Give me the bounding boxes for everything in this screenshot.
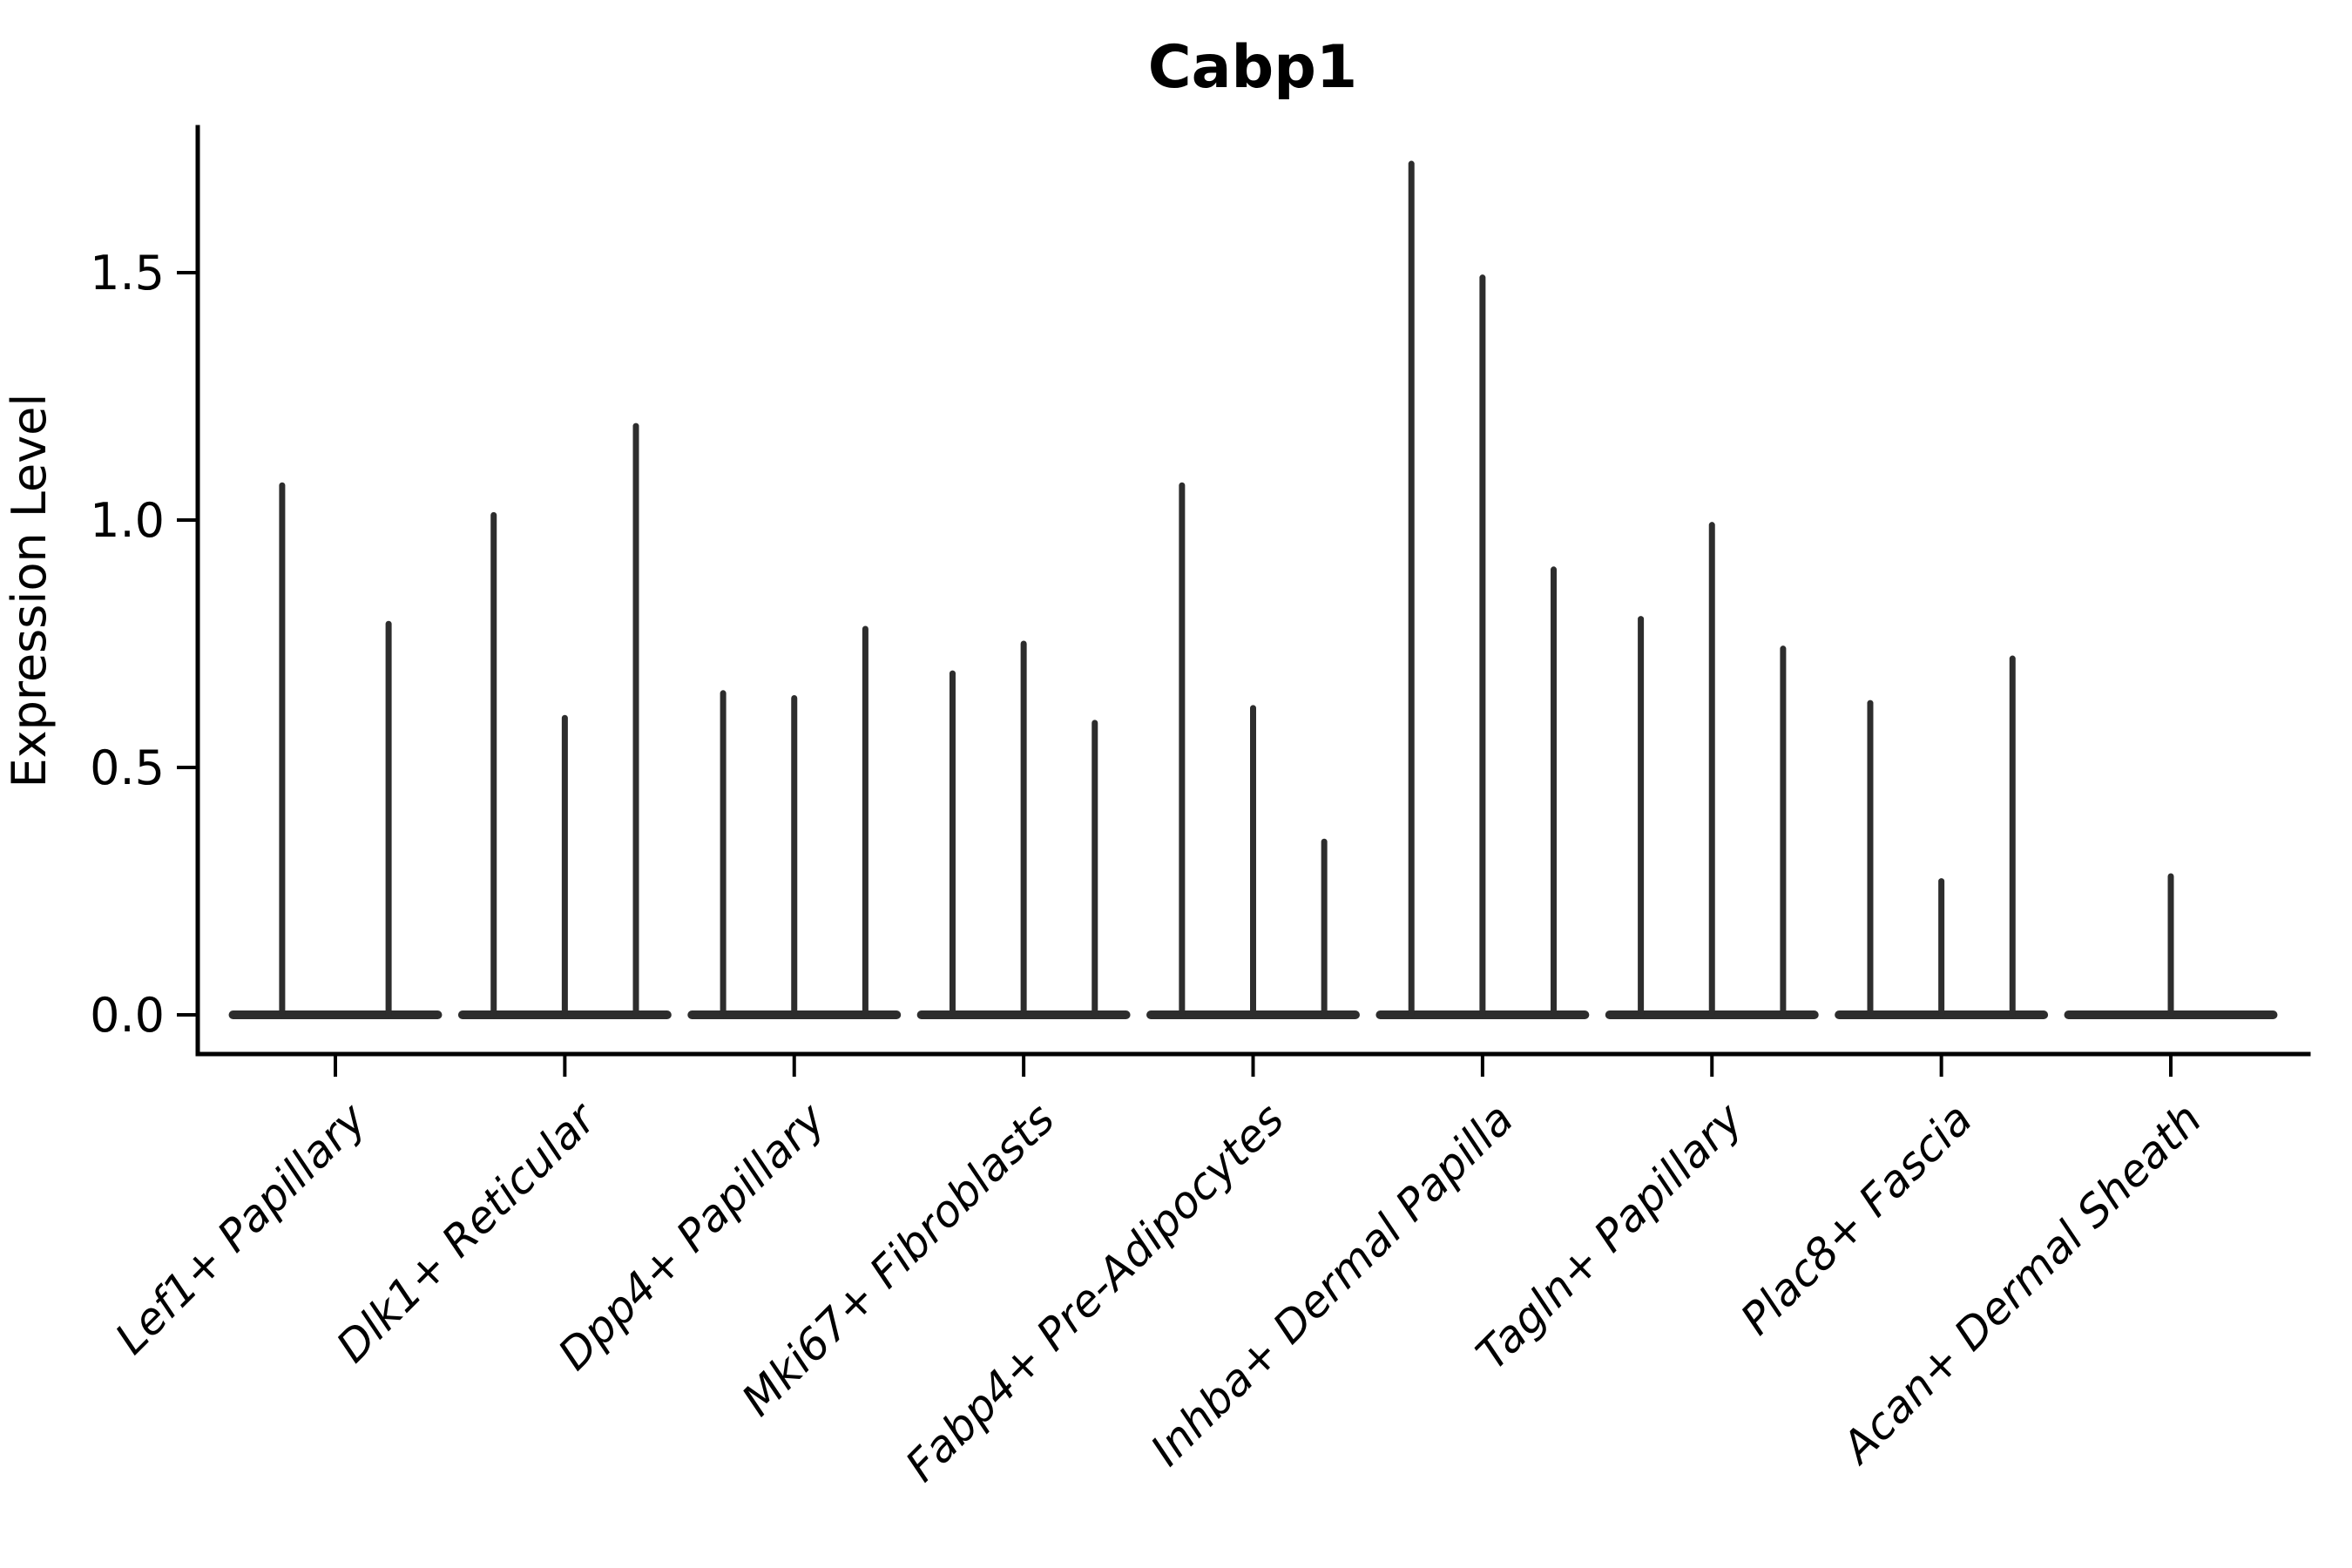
violin-group <box>2064 873 2278 1019</box>
violin-group <box>1835 655 2049 1019</box>
y-tick-label: 0.0 <box>90 988 165 1043</box>
y-axis-ticks: 0.0 0.5 1.0 1.5 <box>90 246 198 1043</box>
y-tick-label: 0.5 <box>90 740 165 795</box>
violin-group <box>1375 160 1590 1019</box>
violin-group <box>1605 522 1819 1019</box>
violin-group <box>1146 482 1360 1019</box>
y-tick-label: 1.0 <box>90 493 165 548</box>
chart-title: Cabp1 <box>1148 33 1357 102</box>
violin-group <box>457 422 672 1019</box>
x-tick-label: Fabp4+ Pre-Adipocytes <box>896 1093 1294 1491</box>
y-axis-label: Expression Level <box>2 394 57 788</box>
violin-group <box>687 625 902 1019</box>
x-tick-label: Plac8+ Fascia <box>1731 1093 1982 1344</box>
violin-group <box>916 640 1131 1019</box>
violin-base <box>228 1010 443 1019</box>
y-tick-label: 1.5 <box>90 246 165 301</box>
x-tick-label: Acan+ Dermal Sheath <box>1831 1093 2212 1474</box>
x-tick-label: Lef1+ Papillary <box>105 1092 376 1363</box>
x-tick-label: Inhba+ Dermal Papilla <box>1141 1093 1523 1475</box>
violins-layer <box>228 160 2278 1019</box>
violin-group <box>228 482 443 1019</box>
